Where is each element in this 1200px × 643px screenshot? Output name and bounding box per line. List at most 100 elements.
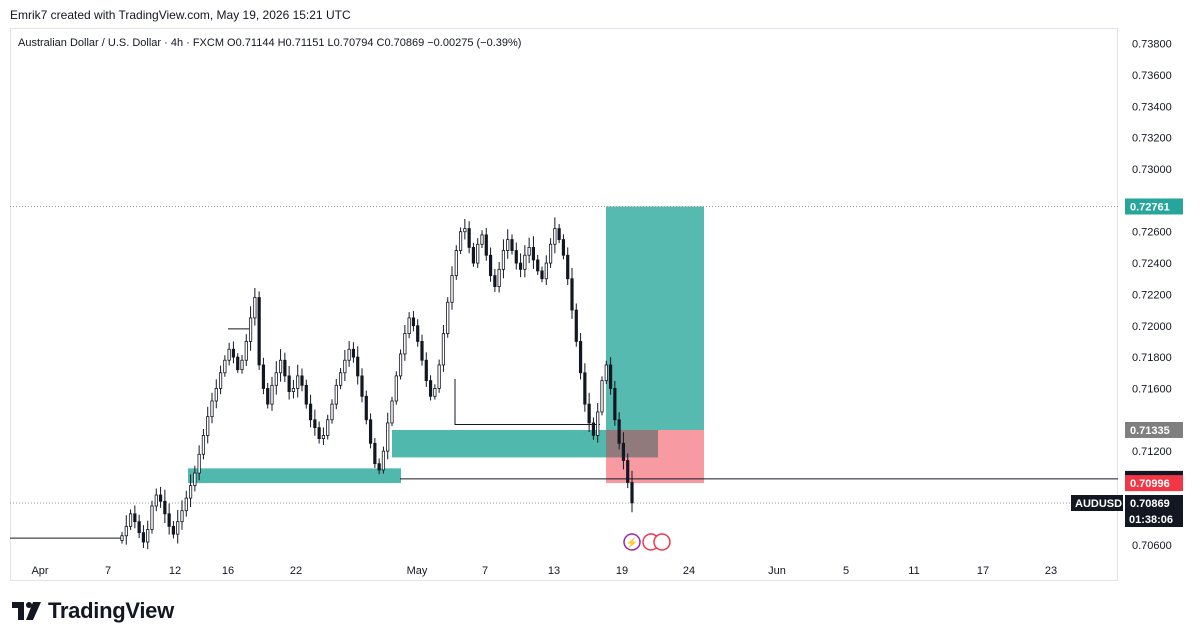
candle-body <box>497 268 501 287</box>
demand-zone <box>188 468 401 484</box>
candle-body <box>270 384 274 405</box>
candle-body <box>253 297 257 319</box>
symbol-tag-label: AUDUSD <box>1075 498 1122 510</box>
candle-body <box>351 348 356 358</box>
symbol-tag <box>1071 495 1123 512</box>
candle-body <box>608 364 613 389</box>
price-tag-label: 0.71335 <box>1130 425 1170 437</box>
candle-body <box>266 388 270 405</box>
candle-body <box>304 384 308 405</box>
levels-layer <box>10 206 1118 539</box>
candle-body <box>146 529 150 543</box>
candle-body <box>360 375 364 397</box>
x-tick-label: 7 <box>105 565 111 577</box>
candle-body <box>501 250 506 270</box>
chart-panel[interactable] <box>10 28 1118 581</box>
candle-body <box>210 400 214 418</box>
candle-body <box>188 485 193 499</box>
y-tick-label: 0.72600 <box>1132 227 1172 239</box>
candle-body <box>398 353 403 377</box>
x-tick-label: 5 <box>843 565 849 577</box>
candle-body <box>124 525 128 537</box>
candle-body <box>236 356 240 371</box>
candle-body <box>248 317 253 342</box>
candle-body <box>150 505 154 530</box>
candle-body <box>536 259 540 272</box>
candle-body <box>553 228 557 245</box>
candle-body <box>596 411 600 436</box>
candle-body <box>283 359 287 377</box>
price-chart[interactable]: 0.73800 0.73600 0.73400 0.73200 0.73000 0.726… <box>0 0 1200 600</box>
candle-body <box>313 419 317 429</box>
candle-body <box>218 372 223 389</box>
candle-body <box>321 435 326 439</box>
countdown-tag <box>1125 511 1183 528</box>
candle-body <box>373 442 377 465</box>
y-tick-label: 0.72400 <box>1132 258 1172 270</box>
x-tick-label: 16 <box>222 565 234 577</box>
tradingview-logo-icon <box>12 602 41 620</box>
candle-body <box>133 513 137 523</box>
candle-body <box>484 234 488 256</box>
candle-body <box>518 262 523 270</box>
candle-body <box>570 278 574 311</box>
x-tick-label: Jun <box>768 565 786 577</box>
candle-body <box>227 348 231 361</box>
y-tick-label: 0.72200 <box>1132 289 1172 301</box>
tradingview-logo[interactable]: TradingView <box>12 598 174 624</box>
candle-body <box>621 442 626 461</box>
candle-body <box>600 380 604 413</box>
price-tags-layer: 0.727610.713350.710230.70996AUDUSD0.7086… <box>1071 198 1183 528</box>
candle-body <box>193 472 197 487</box>
candle-body <box>274 372 278 386</box>
y-tick-label: 0.73800 <box>1132 39 1172 51</box>
candle-body <box>433 388 437 397</box>
candle-body <box>201 435 206 455</box>
candles-layer <box>120 217 634 550</box>
candle-body <box>163 500 167 515</box>
candle-body <box>223 359 227 374</box>
countdown-label: 01:38:06 <box>1129 514 1173 526</box>
candle-body <box>167 513 171 527</box>
candle-body <box>583 372 587 405</box>
candle-body <box>493 275 497 287</box>
zones-layer <box>188 206 704 484</box>
candle-body <box>381 450 386 471</box>
candle-body <box>141 532 146 543</box>
candle-body <box>180 510 184 523</box>
candle-body <box>613 388 617 421</box>
candle-body <box>548 243 553 264</box>
position-profit-area <box>606 206 704 430</box>
candle-body <box>197 453 201 474</box>
candle-body <box>531 247 536 261</box>
candle-body <box>403 333 407 355</box>
y-tick-label: 0.71800 <box>1132 352 1172 364</box>
x-tick-label: 12 <box>169 565 181 577</box>
position-entry-overlap <box>606 429 658 458</box>
candle-body <box>591 422 596 436</box>
candle-body <box>488 254 493 277</box>
candle-body <box>343 359 347 374</box>
candle-body <box>154 494 158 507</box>
x-tick-label: May <box>407 565 428 577</box>
candle-body <box>296 375 300 389</box>
y-tick-label: 0.73200 <box>1132 133 1172 145</box>
y-tick-label: 0.71600 <box>1132 383 1172 395</box>
candle-body <box>506 239 510 251</box>
candle-body <box>514 250 518 264</box>
candle-body <box>428 380 433 397</box>
candle-body <box>184 497 188 512</box>
candle-body <box>317 427 321 439</box>
candle-body <box>386 422 390 452</box>
candle-body <box>561 239 566 256</box>
candle-body <box>476 243 480 264</box>
x-tick-label: 22 <box>290 565 302 577</box>
candle-body <box>334 384 338 405</box>
price-tag-label: 0.72761 <box>1130 202 1170 214</box>
candle-body <box>394 375 398 402</box>
candle-body <box>326 419 330 436</box>
candle-body <box>308 403 313 421</box>
candle-body <box>604 364 608 382</box>
x-tick-label: 23 <box>1045 565 1057 577</box>
y-tick-label: 0.73000 <box>1132 164 1172 176</box>
